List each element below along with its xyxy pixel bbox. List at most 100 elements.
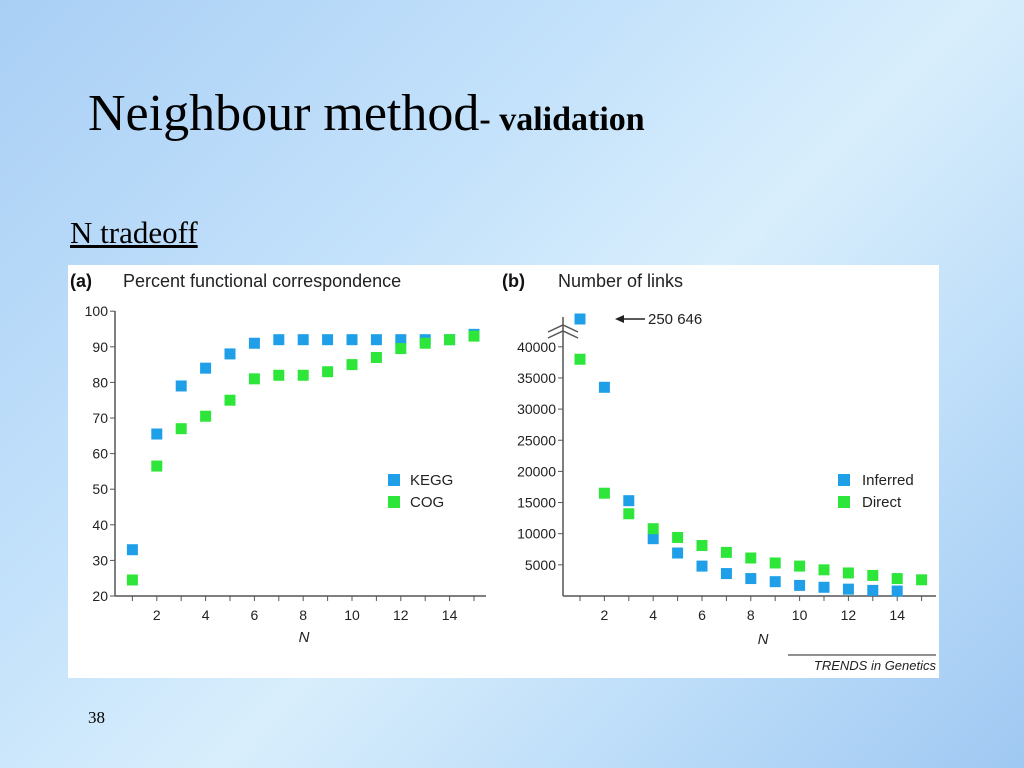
- x-tick-label: 6: [698, 607, 706, 623]
- data-point-inferred: [623, 495, 635, 507]
- y-tick-label: 40: [92, 517, 108, 533]
- y-tick-label: 70: [92, 410, 108, 426]
- data-point-kegg: [297, 334, 309, 346]
- y-tick-label: 50: [92, 481, 108, 497]
- chart-a-legend: KEGG COG: [388, 472, 453, 511]
- data-point-kegg: [395, 334, 407, 346]
- chart-b-legend-swatch-direct: [838, 496, 850, 508]
- chart-b: (b) Number of links 5000 10000 15000 20000 2…: [502, 271, 936, 673]
- y-tick-label: 20: [92, 588, 108, 604]
- x-tick-label: 14: [889, 607, 905, 623]
- y-tick-label: 90: [92, 339, 108, 355]
- chart-b-points: [574, 313, 928, 597]
- x-tick-label: 10: [344, 607, 360, 623]
- data-point-cog: [151, 460, 163, 472]
- chart-b-title: Number of links: [558, 271, 683, 291]
- chart-a-legend-label-kegg: KEGG: [410, 472, 453, 489]
- x-tick-label: 2: [153, 607, 161, 623]
- data-point-direct: [574, 353, 586, 365]
- data-point-direct: [720, 546, 732, 558]
- data-point-direct: [598, 487, 610, 499]
- data-point-inferred: [842, 583, 854, 595]
- data-point-direct: [769, 557, 781, 569]
- chart-b-legend-label-inferred: Inferred: [862, 472, 914, 489]
- y-tick-label: 30: [92, 552, 108, 568]
- data-point-inferred: [867, 584, 879, 596]
- slide-subtitle: N tradeoff: [70, 215, 198, 250]
- figure-source-label: TRENDS in Genetics: [814, 658, 937, 673]
- x-tick-label: 4: [649, 607, 657, 623]
- data-point-cog: [273, 369, 285, 381]
- data-point-cog: [395, 343, 407, 355]
- x-tick-label: 8: [747, 607, 755, 623]
- y-tick-label: 25000: [517, 432, 556, 448]
- chart-a-legend-label-cog: COG: [410, 494, 444, 511]
- data-point-cog: [200, 410, 212, 422]
- chart-b-annotation: 250 646: [615, 311, 702, 328]
- slide-title-sub: - validation: [479, 101, 645, 138]
- data-point-direct: [672, 531, 684, 543]
- data-point-inferred: [598, 381, 610, 393]
- data-point-direct: [623, 508, 635, 520]
- data-point-cog: [297, 369, 309, 381]
- x-tick-label: 6: [251, 607, 259, 623]
- data-point-cog: [175, 423, 187, 435]
- data-point-inferred: [794, 579, 806, 591]
- figure-panel: (a) Percent functional correspondence 20…: [68, 265, 939, 678]
- data-point-kegg: [248, 337, 260, 349]
- page-number: 38: [88, 708, 105, 727]
- x-tick-label: 2: [601, 607, 609, 623]
- data-point-inferred: [574, 313, 586, 325]
- data-point-direct: [818, 564, 830, 576]
- y-tick-label: 20000: [517, 463, 556, 479]
- x-tick-label: 14: [442, 607, 458, 623]
- x-tick-label: 12: [841, 607, 857, 623]
- y-tick-label: 10000: [517, 526, 556, 542]
- data-point-inferred: [647, 533, 659, 545]
- data-point-cog: [322, 366, 334, 378]
- chart-b-x-label: N: [758, 631, 769, 648]
- data-point-cog: [370, 351, 382, 363]
- y-tick-label: 35000: [517, 370, 556, 386]
- data-point-kegg: [322, 334, 334, 346]
- data-point-direct: [916, 574, 928, 586]
- chart-b-legend-label-direct: Direct: [862, 494, 902, 511]
- data-point-direct: [745, 552, 757, 564]
- chart-b-panel-label: (b): [502, 271, 525, 291]
- data-point-direct: [647, 523, 659, 535]
- slide-title-main: Neighbour method: [88, 85, 480, 142]
- data-point-direct: [794, 560, 806, 572]
- chart-a-legend-swatch-cog: [388, 496, 400, 508]
- data-point-kegg: [126, 544, 138, 556]
- data-point-direct: [696, 540, 708, 552]
- chart-b-legend-swatch-inferred: [838, 474, 850, 486]
- arrow-left-icon: [615, 315, 624, 323]
- axis-break-icon: [547, 324, 579, 339]
- data-point-kegg: [273, 334, 285, 346]
- data-point-kegg: [151, 428, 163, 440]
- data-point-kegg: [346, 334, 358, 346]
- y-tick-label: 5000: [525, 557, 556, 573]
- data-point-direct: [891, 573, 903, 585]
- chart-b-legend: Inferred Direct: [838, 472, 914, 511]
- data-point-inferred: [818, 581, 830, 593]
- x-tick-label: 8: [299, 607, 307, 623]
- slide-title: Neighbour method- validation: [88, 84, 645, 143]
- y-tick-label: 100: [85, 303, 109, 319]
- data-point-direct: [842, 567, 854, 579]
- y-tick-label: 60: [92, 446, 108, 462]
- chart-a-y-ticks: 20 30 40 50 60 70 80 90 100: [85, 303, 115, 604]
- data-point-kegg: [200, 362, 212, 374]
- data-point-kegg: [370, 334, 382, 346]
- x-tick-label: 4: [202, 607, 210, 623]
- data-point-kegg: [175, 380, 187, 392]
- data-point-inferred: [672, 547, 684, 559]
- chart-a-legend-swatch-kegg: [388, 474, 400, 486]
- chart-a-x-label: N: [299, 629, 310, 646]
- data-point-direct: [867, 569, 879, 581]
- x-tick-label: 12: [393, 607, 409, 623]
- data-point-cog: [444, 334, 456, 346]
- chart-a-x-ticks: 2 4 6 8 10 12 14: [131, 596, 475, 623]
- data-point-inferred: [745, 573, 757, 585]
- chart-a-panel-label: (a): [70, 271, 92, 291]
